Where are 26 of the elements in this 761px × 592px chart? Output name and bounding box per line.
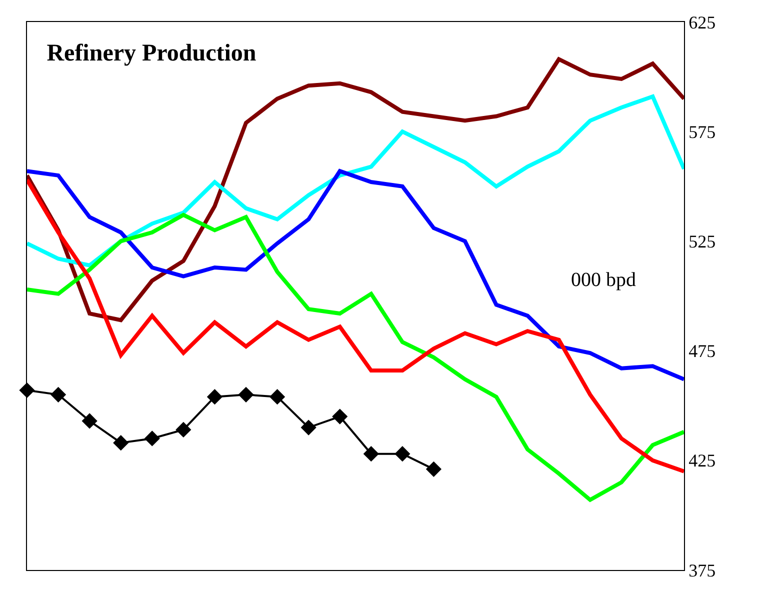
line-series	[27, 178, 684, 474]
point	[113, 435, 129, 451]
point	[50, 386, 66, 402]
point	[238, 386, 254, 402]
point	[176, 422, 192, 438]
point	[363, 446, 379, 462]
point	[19, 382, 35, 398]
annotation: 000 bpd	[571, 269, 636, 291]
line-series	[27, 94, 684, 268]
line-series	[27, 169, 684, 382]
point	[269, 389, 286, 405]
y-tick-label: 525	[688, 232, 716, 252]
point	[426, 461, 442, 477]
point	[206, 389, 223, 405]
point	[144, 430, 160, 446]
line-series	[27, 212, 684, 502]
point	[394, 446, 410, 462]
y-tick-label: 475	[688, 341, 716, 362]
point	[332, 408, 348, 424]
y-tick-label: 425	[688, 450, 716, 471]
text: Refinery Production	[46, 40, 256, 67]
point	[300, 420, 316, 436]
y-tick-label: 375	[688, 560, 716, 580]
y-tick-label: 625	[688, 12, 716, 32]
point	[82, 413, 98, 429]
y-tick-label: 575	[688, 122, 716, 142]
